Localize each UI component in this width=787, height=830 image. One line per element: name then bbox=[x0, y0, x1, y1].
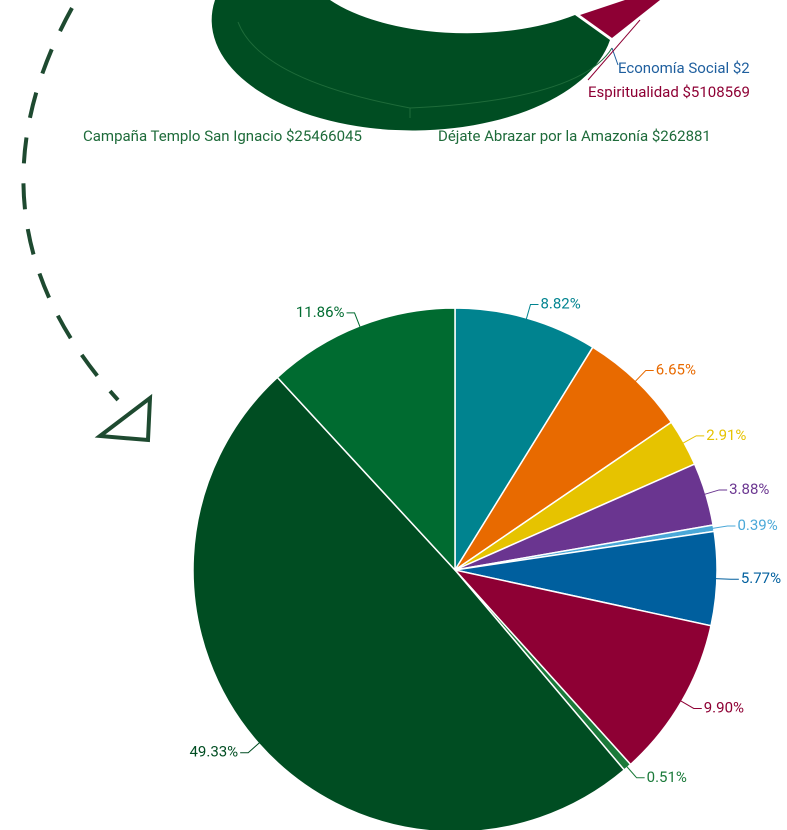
data-label: 3.88% bbox=[729, 480, 769, 498]
leader-line bbox=[634, 370, 654, 383]
leader-line bbox=[240, 741, 261, 754]
annotation: Espiritualidad $5108569 bbox=[588, 83, 750, 101]
data-label: 9.90% bbox=[704, 698, 744, 716]
dashed-arrow bbox=[21, 7, 120, 402]
annotation: Economía Social $2 bbox=[618, 59, 750, 77]
data-label: 2.91% bbox=[706, 426, 746, 444]
arrow-head bbox=[94, 393, 153, 443]
data-label: 49.33% bbox=[190, 743, 239, 761]
leader-line bbox=[714, 578, 739, 580]
leader-line bbox=[625, 765, 645, 779]
leader-line bbox=[679, 699, 702, 709]
donut-leader bbox=[587, 19, 641, 81]
annotation: Campaña Templo San Ignacio $25466045 bbox=[83, 127, 362, 145]
leader-line bbox=[525, 304, 539, 321]
leader-line bbox=[711, 525, 736, 530]
leader-line bbox=[681, 435, 705, 445]
donut-fragment bbox=[211, 0, 610, 131]
donut-leader bbox=[237, 21, 613, 118]
pie: 8.82% 6.65% 2.91% 3.88% 0.39% 5.77% 9.90% 0.51%… bbox=[190, 294, 781, 830]
data-label: 8.82% bbox=[540, 294, 580, 312]
data-label: 11.86% bbox=[296, 303, 345, 321]
data-label: 0.39% bbox=[737, 516, 777, 534]
data-label: 5.77% bbox=[741, 569, 781, 587]
leader-line bbox=[346, 312, 361, 329]
data-label: 0.51% bbox=[647, 768, 687, 786]
annotation: Déjate Abrazar por la Amazonía $262881 bbox=[438, 127, 711, 145]
data-label: 6.65% bbox=[656, 360, 696, 378]
donut-fragment bbox=[580, 0, 660, 38]
leader-line bbox=[703, 489, 728, 496]
